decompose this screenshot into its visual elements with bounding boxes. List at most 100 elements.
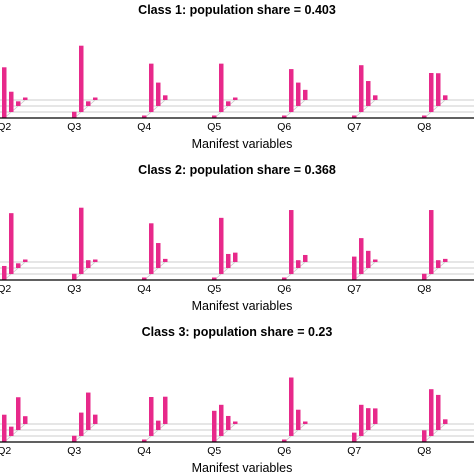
- bar-q6-level-3: [296, 260, 301, 268]
- depth-guide-line: [73, 99, 96, 119]
- bar-q8-level-4: [443, 419, 448, 424]
- bar-q7-level-4: [373, 259, 378, 262]
- bar-q6-level-2: [289, 210, 294, 274]
- bar-q5-level-3: [226, 253, 231, 268]
- bar-q4-level-1: [142, 277, 147, 280]
- x-tick-label: Q8: [417, 283, 431, 295]
- depth-guide-line: [3, 423, 26, 443]
- bar-q4-level-2: [149, 63, 154, 112]
- bar-q5-level-3: [226, 101, 231, 106]
- bar-q3-level-1: [72, 111, 77, 118]
- x-tick-label: Q2: [0, 121, 11, 133]
- bar-q8-level-2: [429, 73, 434, 112]
- depth-guide-line: [213, 261, 236, 281]
- bar-q5-level-2: [219, 63, 224, 112]
- x-tick-label: Q8: [417, 445, 431, 457]
- bar-q6-level-1: [282, 439, 287, 442]
- bar-q5-level-2: [219, 404, 224, 436]
- bar-q3-level-1: [72, 435, 77, 442]
- bar-q6-level-4: [303, 89, 308, 100]
- depth-guide-line: [3, 99, 26, 119]
- x-tick-label: Q3: [67, 121, 81, 133]
- bar-q7-level-4: [373, 408, 378, 424]
- bar-q2-level-3: [16, 263, 21, 268]
- x-tick-label: Q3: [67, 283, 81, 295]
- bar-q4-level-1: [142, 115, 147, 118]
- bar-q8-level-1: [422, 430, 427, 442]
- bar-q2-level-4: [23, 416, 28, 424]
- bar-q2-level-3: [16, 397, 21, 430]
- bar-q2-level-2: [9, 213, 14, 274]
- panel-title: Class 1: population share = 0.403: [138, 3, 336, 17]
- bar-q8-level-3: [436, 73, 441, 106]
- bar-q2-level-2: [9, 91, 14, 112]
- panel-title: Class 2: population share = 0.368: [138, 163, 336, 177]
- x-tick-label: Q4: [137, 445, 151, 457]
- depth-guide-line: [213, 423, 236, 443]
- bar-q7-level-2: [359, 238, 364, 274]
- x-tick-label: Q5: [207, 445, 221, 457]
- bar-q3-level-1: [72, 273, 77, 280]
- bar-q4-level-3: [156, 420, 161, 430]
- depth-guide-line: [353, 261, 376, 281]
- bar-q7-level-2: [359, 65, 364, 112]
- x-tick-label: Q5: [207, 283, 221, 295]
- bar-q5-level-4: [233, 421, 238, 424]
- bar-q4-level-1: [142, 439, 147, 442]
- bar-q2-level-3: [16, 101, 21, 106]
- x-tick-label: Q7: [347, 445, 361, 457]
- bar-q4-level-4: [163, 396, 168, 424]
- bar-q2-level-1: [2, 67, 7, 118]
- depth-guide-line: [423, 261, 446, 281]
- x-tick-label: Q7: [347, 121, 361, 133]
- depth-guide-line: [213, 99, 236, 119]
- bar-q3-level-3: [86, 392, 91, 430]
- bar-q5-level-4: [233, 97, 238, 100]
- depth-guide-line: [283, 261, 306, 281]
- bar-q6-level-2: [289, 69, 294, 112]
- bar-q7-level-3: [366, 408, 371, 430]
- bar-q3-level-3: [86, 101, 91, 106]
- bar-q5-level-1: [212, 115, 217, 118]
- depth-guide-line: [73, 423, 96, 443]
- bar-q3-level-4: [93, 259, 98, 262]
- bar-q7-level-4: [373, 95, 378, 100]
- bar-q6-level-4: [303, 254, 308, 262]
- x-tick-label: Q3: [67, 445, 81, 457]
- bar-q7-level-3: [366, 250, 371, 268]
- depth-guide-line: [353, 423, 376, 443]
- depth-guide-line: [283, 423, 306, 443]
- bar-q6-level-1: [282, 115, 287, 118]
- bar-q5-level-2: [219, 217, 224, 274]
- class-panel-2: Class 2: population share = 0.368 Q2 Q3 Q4 Q…: [0, 163, 474, 313]
- bar-q7-level-1: [352, 432, 357, 442]
- bar-q8-level-1: [422, 115, 427, 118]
- bar-q6-level-1: [282, 277, 287, 280]
- x-tick-label: Q4: [137, 121, 151, 133]
- bar-q7-level-3: [366, 81, 371, 106]
- bar-q6-level-4: [303, 421, 308, 424]
- bar-q2-level-1: [2, 414, 7, 442]
- bar-q3-level-2: [79, 207, 84, 274]
- class-panel-1: Class 1: population share = 0.403 Q2 Q3 Q4 Q…: [0, 3, 474, 151]
- depth-guide-line: [143, 423, 166, 443]
- bar-q8-level-1: [422, 273, 427, 280]
- depth-guide-line: [143, 99, 166, 119]
- x-tick-label: Q2: [0, 283, 11, 295]
- bar-q5-level-4: [233, 252, 238, 262]
- bar-q6-level-3: [296, 409, 301, 430]
- bar-q8-level-4: [443, 95, 448, 100]
- x-tick-label: Q6: [277, 121, 291, 133]
- x-tick-label: Q7: [347, 283, 361, 295]
- bar-q4-level-2: [149, 397, 154, 436]
- bar-q3-level-2: [79, 45, 84, 113]
- x-tick-label: Q6: [277, 445, 291, 457]
- bar-q7-level-1: [352, 115, 357, 118]
- bar-q4-level-4: [163, 95, 168, 100]
- bar-q3-level-3: [86, 260, 91, 268]
- bar-q4-level-4: [163, 258, 168, 262]
- bar-q4-level-3: [156, 82, 161, 106]
- bar-q3-level-4: [93, 97, 98, 100]
- bar-q8-level-4: [443, 258, 448, 262]
